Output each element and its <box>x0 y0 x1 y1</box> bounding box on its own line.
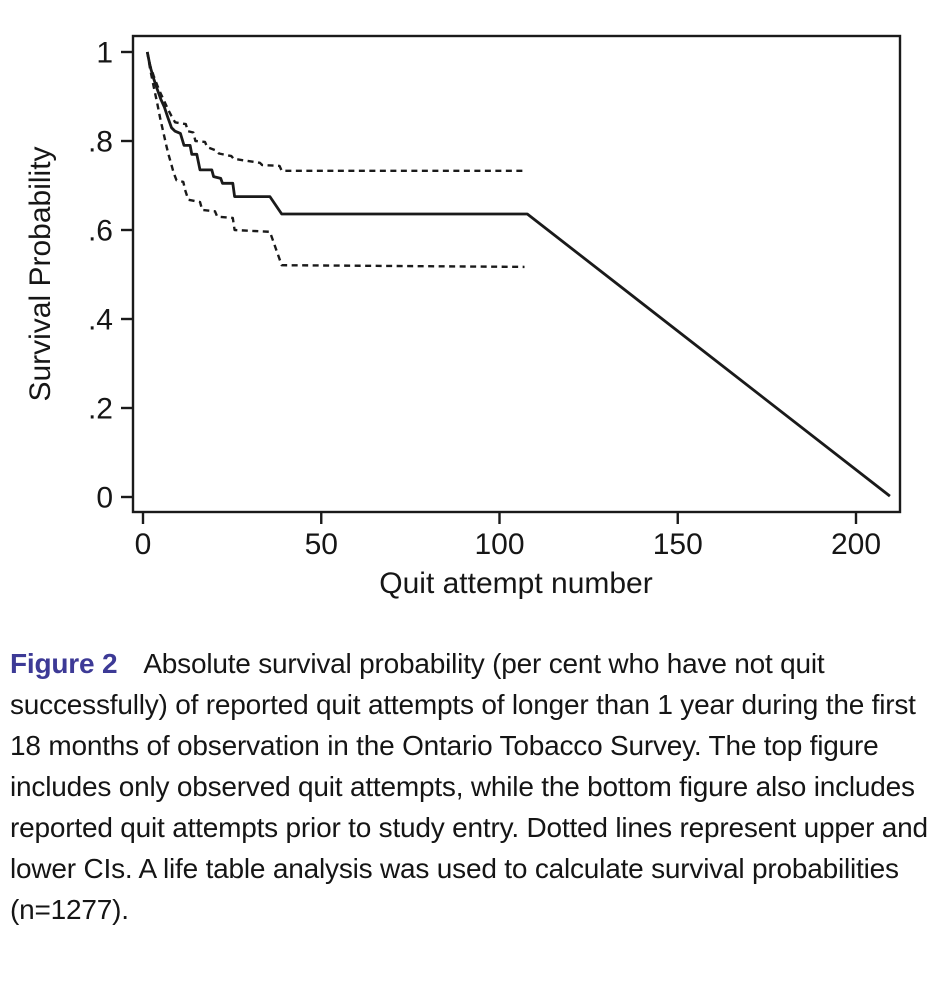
plot-border <box>131 34 902 514</box>
figure-caption-text: Absolute survival probability (per cent … <box>10 648 928 925</box>
series-lower-ci <box>146 51 525 269</box>
y-tick-label: .8 <box>88 126 113 159</box>
x-tick-label: 200 <box>831 528 881 561</box>
y-tick-label: 1 <box>96 37 113 70</box>
x-tick-label: 150 <box>653 528 703 561</box>
y-tick-label: .4 <box>88 304 113 337</box>
series-upper-ci <box>146 51 527 173</box>
y-tick-label: .6 <box>88 215 113 248</box>
y-tick-label: 0 <box>96 482 113 515</box>
y-axis-title: Survival Probability <box>24 146 57 401</box>
x-axis-title: Quit attempt number <box>379 567 652 600</box>
x-tick-label: 0 <box>135 528 152 561</box>
series-survival-estimate <box>145 51 891 498</box>
y-tick-label: .2 <box>88 393 113 426</box>
survival-plot: Quit attempt number Survival Probability… <box>24 34 902 600</box>
figure-caption-label: Figure 2 <box>10 648 118 679</box>
x-tick-label: 100 <box>474 528 524 561</box>
x-tick-label: 50 <box>305 528 338 561</box>
figure-caption: Figure 2 Absolute survival probability (p… <box>10 643 928 930</box>
